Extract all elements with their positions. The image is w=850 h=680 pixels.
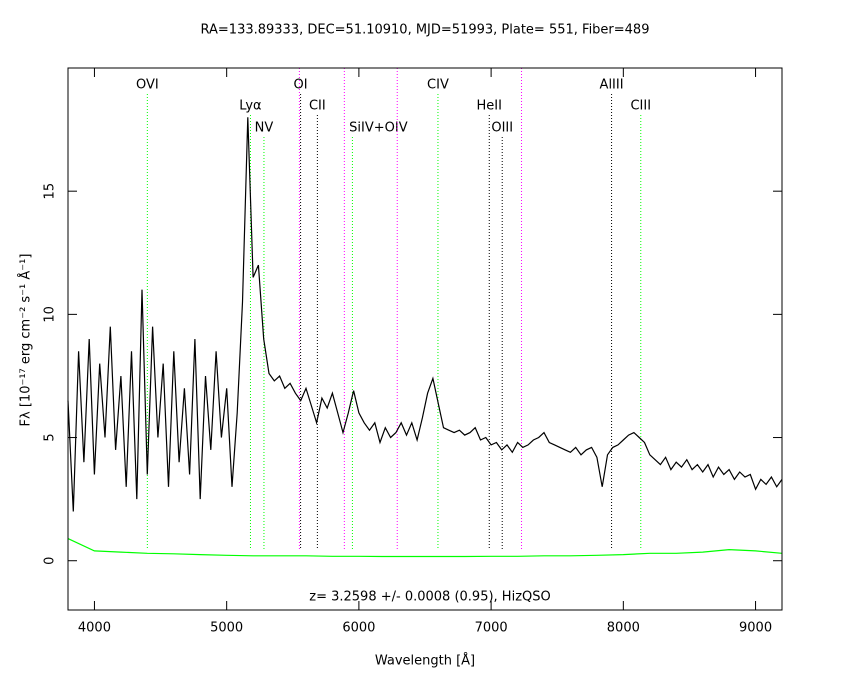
emission-line-label: CII	[309, 99, 326, 114]
x-tick-label: 7000	[475, 621, 508, 636]
annotation: z= 3.2598 +/- 0.0008 (0.95), HizQSO	[309, 590, 550, 605]
x-axis-label: Wavelength [Å]	[375, 653, 475, 669]
emission-line-label: HeII	[477, 99, 502, 114]
x-tick-label: 6000	[342, 621, 375, 636]
x-tick-label: 4000	[78, 621, 111, 636]
x-tick-label: 8000	[607, 621, 640, 636]
emission-line-label: CIV	[427, 78, 449, 93]
emission-line-label: Lyα	[239, 99, 261, 114]
spectrum-line	[67, 538, 783, 558]
y-axis-label: Fλ [10⁻¹⁷ erg cm⁻² s⁻¹ Å⁻¹]	[18, 254, 34, 427]
plot-frame	[67, 67, 783, 611]
emission-line-label: NV	[255, 121, 274, 136]
y-tick-label: 10	[43, 306, 58, 323]
emission-line-label: OIII	[491, 121, 513, 136]
y-tick-label: 5	[43, 433, 58, 441]
x-tick-label: 9000	[739, 621, 772, 636]
emission-line-label: OVI	[136, 78, 159, 93]
chart-title: RA=133.89333, DEC=51.10910, MJD=51993, P…	[201, 23, 650, 38]
x-tick-label: 5000	[210, 621, 243, 636]
emission-line-label: SiIV+OIV	[349, 121, 408, 136]
y-tick-label: 15	[43, 183, 58, 200]
y-tick-label: 0	[43, 557, 58, 565]
emission-line-label: CIII	[630, 99, 651, 114]
spectrum-line	[67, 117, 783, 512]
emission-line-label: AlIII	[600, 78, 624, 93]
emission-line-label: OI	[294, 78, 308, 93]
